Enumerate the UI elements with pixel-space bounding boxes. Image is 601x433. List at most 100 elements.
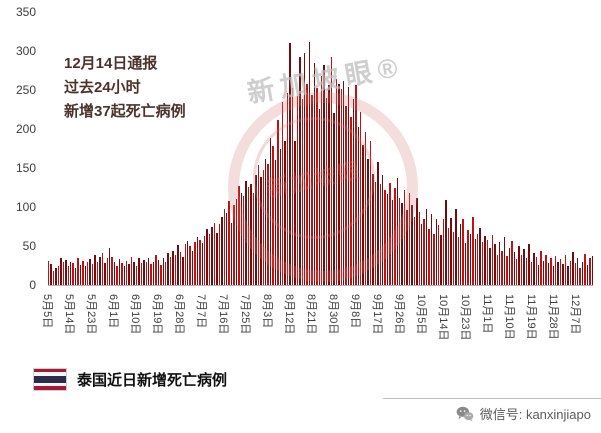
- bar: [520, 254, 523, 285]
- bar: [489, 248, 491, 285]
- bar: [65, 260, 67, 285]
- bar: [508, 247, 511, 285]
- bar: [418, 211, 420, 285]
- x-tick-label: 10月23日: [458, 294, 471, 341]
- bar: [79, 264, 82, 285]
- bar: [428, 228, 430, 285]
- x-tick-label: 6月10日: [128, 294, 141, 335]
- x-tick-label: 8月3日: [260, 294, 273, 329]
- bar: [401, 203, 403, 285]
- bar: [216, 232, 218, 285]
- annotation-line-3: 新增37起死亡病例: [64, 103, 186, 120]
- bar: [182, 256, 184, 285]
- bar: [69, 261, 72, 285]
- bar: [435, 218, 437, 285]
- x-tick-label: 6月28日: [172, 294, 185, 335]
- bar: [528, 244, 530, 285]
- bar: [506, 256, 508, 285]
- bar: [72, 263, 74, 285]
- bar: [589, 258, 591, 285]
- bar: [491, 235, 494, 285]
- wechat-id-label: 微信号: kanxinjiapo: [479, 407, 591, 422]
- chart-annotation: 12月14日通报 过去24小时 新增37起死亡病例: [64, 52, 284, 124]
- bar: [133, 261, 135, 285]
- bar: [62, 262, 65, 285]
- bar: [533, 253, 535, 285]
- bar: [213, 222, 216, 285]
- bar: [48, 260, 50, 285]
- bar: [235, 199, 238, 285]
- bar: [511, 241, 513, 285]
- bar: [99, 256, 101, 285]
- bar: [438, 224, 440, 285]
- watermark-seal-inner-ring: 新加坡眼: [253, 117, 375, 239]
- bar: [208, 233, 211, 285]
- bar: [91, 263, 94, 285]
- x-tick-label: 5月23日: [84, 294, 97, 335]
- bar: [433, 233, 435, 285]
- bar: [552, 266, 554, 285]
- bar: [230, 222, 233, 285]
- bar: [108, 248, 111, 285]
- bar: [116, 265, 118, 285]
- bar: [152, 261, 155, 285]
- y-tick-label: 250: [15, 83, 36, 97]
- bar: [455, 209, 457, 285]
- bar: [82, 260, 84, 285]
- x-tick-label: 11月19日: [524, 294, 537, 340]
- bar: [196, 236, 199, 285]
- bar: [474, 238, 476, 285]
- bar: [228, 200, 230, 285]
- bar: [477, 233, 479, 285]
- bar: [206, 228, 208, 285]
- bar: [425, 208, 428, 285]
- bar: [525, 257, 528, 285]
- bar: [557, 262, 559, 285]
- bar: [174, 255, 177, 285]
- bar: [564, 255, 567, 285]
- x-tick-label: 8月12日: [282, 294, 295, 335]
- bar: [155, 255, 157, 285]
- bar: [135, 265, 138, 285]
- bar: [52, 270, 55, 285]
- bar: [169, 256, 172, 285]
- bar: [484, 235, 486, 285]
- bar: [540, 250, 542, 285]
- bar: [545, 255, 547, 285]
- bar: [479, 228, 481, 285]
- bar: [591, 256, 593, 285]
- bar: [567, 266, 569, 285]
- x-axis: 5月5日 5月14日 5月23日 6月1日 6月10日 6月19日 6月28日 7月7日 7月1…: [41, 290, 601, 360]
- bar: [467, 229, 469, 285]
- thailand-flag-icon: [33, 367, 67, 391]
- x-tick-label: 8月30日: [326, 294, 339, 335]
- watermark-seal: 新加坡眼: [228, 92, 418, 282]
- bar: [204, 235, 206, 285]
- bar: [486, 239, 489, 285]
- x-tick-label: 6月1日: [106, 294, 119, 329]
- bar: [186, 240, 189, 285]
- bar: [518, 246, 520, 285]
- divider-line: [383, 398, 601, 399]
- bar: [542, 260, 545, 285]
- x-tick-label: 11月10日: [502, 294, 515, 340]
- bar: [462, 219, 464, 285]
- bar: [118, 259, 121, 285]
- bar: [233, 205, 235, 285]
- wechat-info: 微信号: kanxinjiapo: [456, 404, 591, 423]
- x-tick-label: 7月25日: [238, 294, 251, 335]
- bar: [199, 239, 201, 285]
- bar: [101, 253, 104, 285]
- bar: [126, 260, 128, 285]
- y-tick-label: 100: [15, 200, 36, 214]
- bar: [140, 263, 143, 285]
- x-tick-label: 5月14日: [62, 294, 75, 335]
- bar: [416, 198, 418, 285]
- bar: [240, 192, 242, 285]
- bar: [130, 256, 133, 285]
- bar: [77, 257, 79, 285]
- bar: [189, 246, 191, 285]
- bar: [457, 236, 459, 285]
- footer-title-row: 泰国近日新增死亡病例: [33, 366, 227, 392]
